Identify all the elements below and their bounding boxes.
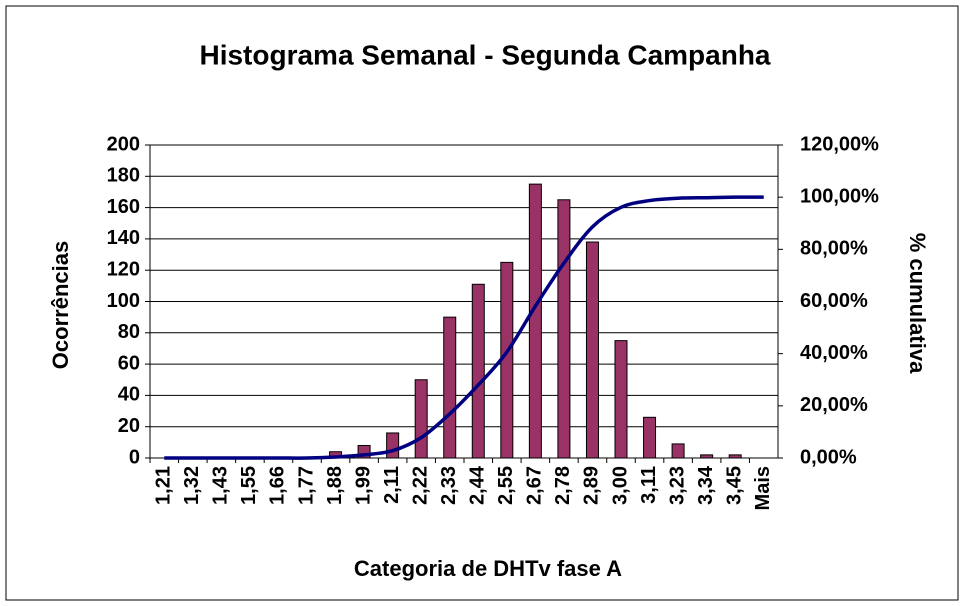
x-tick-label: 2,55 — [495, 466, 517, 505]
y2-tick-label: 60,00% — [800, 290, 868, 312]
x-tick-label: 1,77 — [295, 466, 317, 505]
x-axis-label: Categoria de DHTv fase A — [354, 556, 622, 581]
x-tick-label: 1,99 — [352, 466, 374, 505]
y-tick-label: 60 — [118, 352, 140, 374]
bar — [443, 316, 457, 459]
x-tick-label: 2,78 — [552, 466, 574, 505]
cumulative-line — [164, 195, 764, 460]
chart-title: Histograma Semanal - Segunda Campanha — [199, 39, 770, 70]
bar — [728, 454, 742, 459]
x-tick-label: 1,32 — [181, 466, 203, 505]
y-tick-label: 180 — [107, 165, 140, 187]
bar — [671, 443, 685, 459]
x-tick-label: Mais — [752, 466, 774, 510]
y2-tick-label: 0,00% — [800, 446, 857, 468]
x-tick-label: 3,11 — [638, 466, 660, 504]
x-tick-label: 2,11 — [381, 466, 403, 504]
bar — [414, 379, 428, 459]
x-tick-label: 1,21 — [153, 466, 175, 505]
bar — [585, 241, 599, 459]
y-tick-label: 200 — [107, 133, 140, 155]
x-tick-label: 3,23 — [666, 466, 688, 505]
x-tick-label: 2,22 — [409, 466, 431, 505]
bar — [386, 432, 400, 459]
x-tick-label: 1,88 — [324, 466, 346, 505]
y2-tick-label: 20,00% — [800, 394, 868, 416]
bar — [643, 416, 657, 459]
y2-tick-label: 80,00% — [800, 238, 868, 260]
bar — [471, 283, 485, 459]
y2-tick-label: 120,00% — [800, 133, 879, 155]
y-tick-label: 120 — [107, 258, 140, 280]
x-tick-label: 2,44 — [467, 465, 489, 505]
bar — [557, 199, 571, 459]
x-tick-label: 3,34 — [695, 465, 717, 505]
y2-axis-label: % cumulativa — [905, 233, 930, 374]
bar — [700, 454, 714, 459]
x-tick-label: 2,67 — [524, 466, 546, 505]
x-tick-label: 1,66 — [267, 466, 289, 505]
x-tick-label: 3,45 — [723, 466, 745, 505]
y2-tick-label: 100,00% — [800, 185, 879, 207]
x-tick-label: 2,33 — [438, 466, 460, 505]
x-tick-label: 1,43 — [210, 466, 232, 505]
y-tick-label: 40 — [118, 384, 140, 406]
bar — [614, 340, 628, 459]
y-tick-label: 140 — [107, 227, 140, 249]
y-tick-label: 160 — [107, 196, 140, 218]
x-tick-label: 3,00 — [609, 466, 631, 505]
y-axis-label: Ocorrências — [48, 241, 73, 369]
y-tick-label: 100 — [107, 290, 140, 312]
y-tick-label: 0 — [129, 446, 140, 468]
y-tick-label: 20 — [118, 415, 140, 437]
y2-tick-label: 40,00% — [800, 342, 868, 364]
x-tick-label: 2,89 — [581, 466, 603, 505]
bar — [528, 183, 542, 459]
y-tick-label: 80 — [118, 321, 140, 343]
x-tick-label: 1,55 — [238, 466, 260, 505]
